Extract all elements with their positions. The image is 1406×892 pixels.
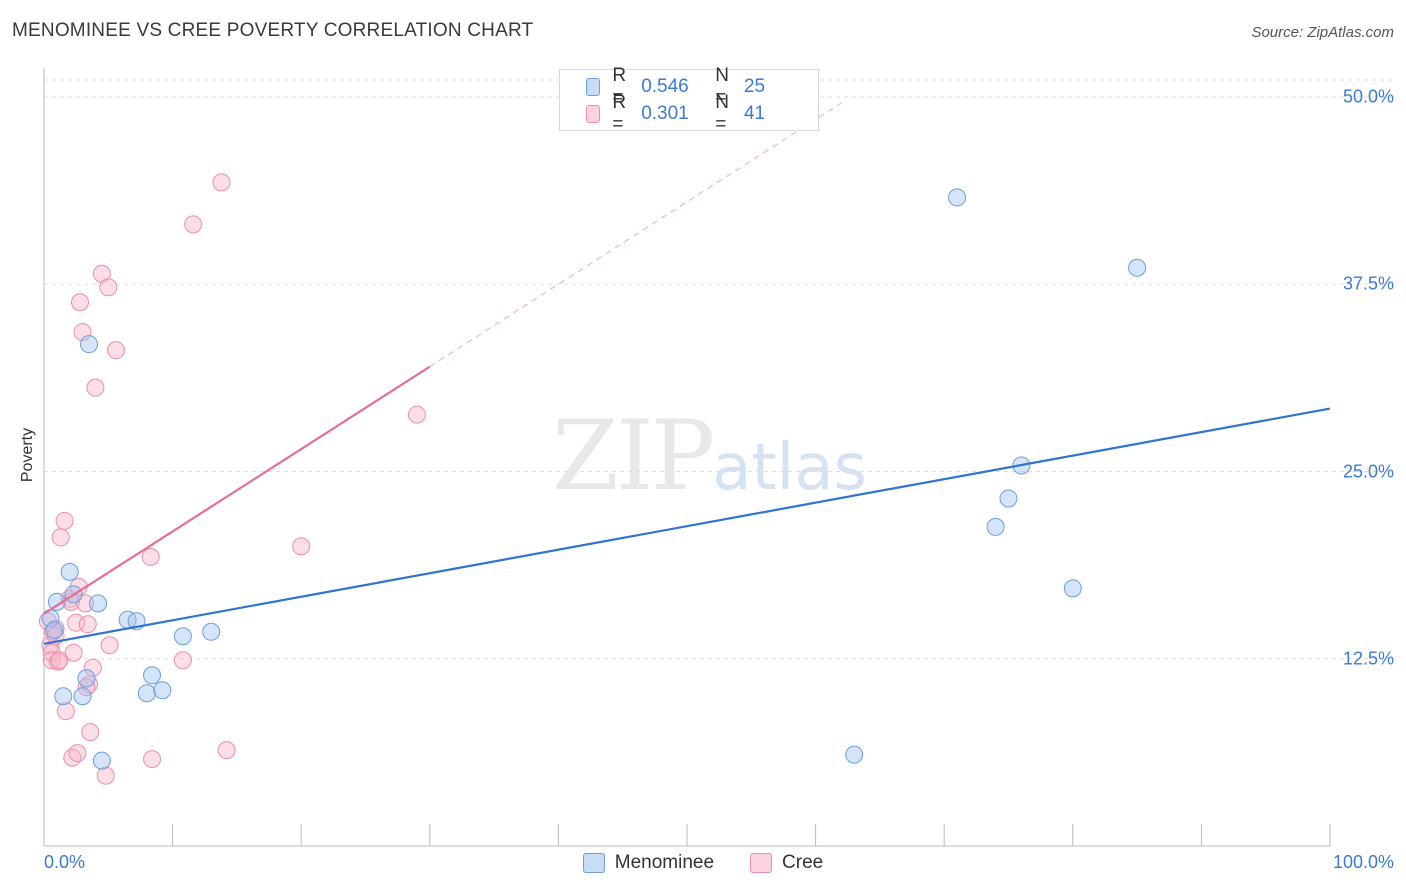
legend-label-cree: Cree: [782, 852, 824, 873]
cree-point: [100, 636, 119, 655]
cree-point: [184, 215, 203, 234]
cree-trend-extension: [429, 102, 842, 368]
cree-point: [50, 651, 69, 670]
legend-row-menominee: R = 0.546 N = 25: [586, 65, 818, 108]
menominee-point: [80, 335, 99, 354]
cree-point: [81, 723, 100, 742]
cree-point: [68, 744, 87, 763]
chart-title: MENOMINEE VS CREE POVERTY CORRELATION CH…: [12, 20, 534, 41]
menominee-point: [143, 666, 162, 685]
y-tick-label: 12.5%: [1342, 648, 1394, 669]
source-credit: Source: ZipAtlas.com: [1251, 24, 1394, 41]
menominee-point: [153, 681, 172, 700]
cree-point: [217, 741, 236, 760]
menominee-point: [999, 489, 1018, 508]
cree-point: [46, 619, 65, 638]
menominee-point: [845, 745, 864, 764]
cree-swatch: [586, 105, 601, 123]
cree-point: [212, 173, 231, 192]
cree-point: [78, 615, 97, 634]
cree-point: [83, 658, 102, 677]
menominee-point: [54, 687, 73, 706]
cree-point: [55, 511, 74, 530]
cree-point: [64, 643, 83, 662]
menominee-point: [73, 687, 92, 706]
series-legend: Menominee Cree: [0, 852, 1406, 874]
menominee-point: [47, 592, 66, 611]
stats-legend: R = 0.546 N = 25 R = 0.301 N = 41: [559, 65, 819, 135]
cree-point: [407, 405, 426, 424]
cree-point: [141, 547, 160, 566]
n-value: 41: [743, 103, 766, 124]
menominee-point: [45, 621, 64, 640]
legend-row-cree: R = 0.301 N = 41: [586, 92, 818, 135]
legend-item-cree[interactable]: Cree: [750, 852, 823, 874]
x-tick-label-max: 100.0%: [1332, 852, 1394, 872]
watermark-atlas: atlas: [712, 431, 867, 505]
n-value: 25: [743, 76, 766, 97]
r-value: 0.301: [641, 103, 689, 124]
cree-point: [38, 612, 57, 631]
cree-point: [67, 613, 86, 632]
r-label: R =: [612, 92, 627, 135]
cree-point: [292, 537, 311, 556]
cree-trend-line: [43, 365, 431, 615]
y-axis-label: Poverty: [19, 427, 36, 483]
cree-point: [71, 293, 90, 312]
cree-point: [86, 378, 105, 397]
x-tick-label-min: 0.0%: [44, 852, 86, 872]
menominee-point: [1063, 579, 1082, 598]
cree-point: [96, 766, 115, 785]
menominee-point: [137, 684, 156, 703]
y-tick-label: 50.0%: [1342, 86, 1394, 107]
r-label: R =: [612, 65, 627, 108]
menominee-point: [92, 751, 111, 770]
cree-point: [107, 341, 126, 360]
legend-label-menominee: Menominee: [614, 852, 715, 873]
r-value: 0.546: [641, 76, 689, 97]
watermark-zip: ZIP: [552, 400, 715, 512]
menominee-legend-swatch: [582, 853, 605, 873]
menominee-trend-line: [43, 407, 1331, 645]
legend-item-menominee[interactable]: Menominee: [582, 852, 715, 874]
menominee-swatch: [586, 78, 601, 96]
cree-point: [143, 750, 162, 769]
watermark: ZIPatlas: [552, 400, 867, 512]
menominee-point: [173, 627, 192, 646]
cree-point: [51, 528, 70, 547]
y-tick-label: 37.5%: [1342, 273, 1394, 294]
menominee-point: [60, 562, 79, 581]
cree-legend-swatch: [750, 853, 773, 873]
cree-point: [56, 702, 75, 721]
cree-point: [173, 651, 192, 670]
cree-point: [99, 278, 118, 297]
n-label: N =: [715, 65, 729, 108]
cree-point: [49, 652, 68, 671]
menominee-point: [89, 594, 108, 613]
cree-point: [42, 651, 61, 670]
menominee-point: [986, 517, 1005, 536]
menominee-point: [1128, 258, 1147, 277]
menominee-point: [77, 669, 96, 688]
n-label: N =: [715, 92, 729, 135]
menominee-point: [202, 622, 221, 641]
y-tick-label: 25.0%: [1342, 461, 1394, 481]
menominee-point: [948, 188, 967, 207]
